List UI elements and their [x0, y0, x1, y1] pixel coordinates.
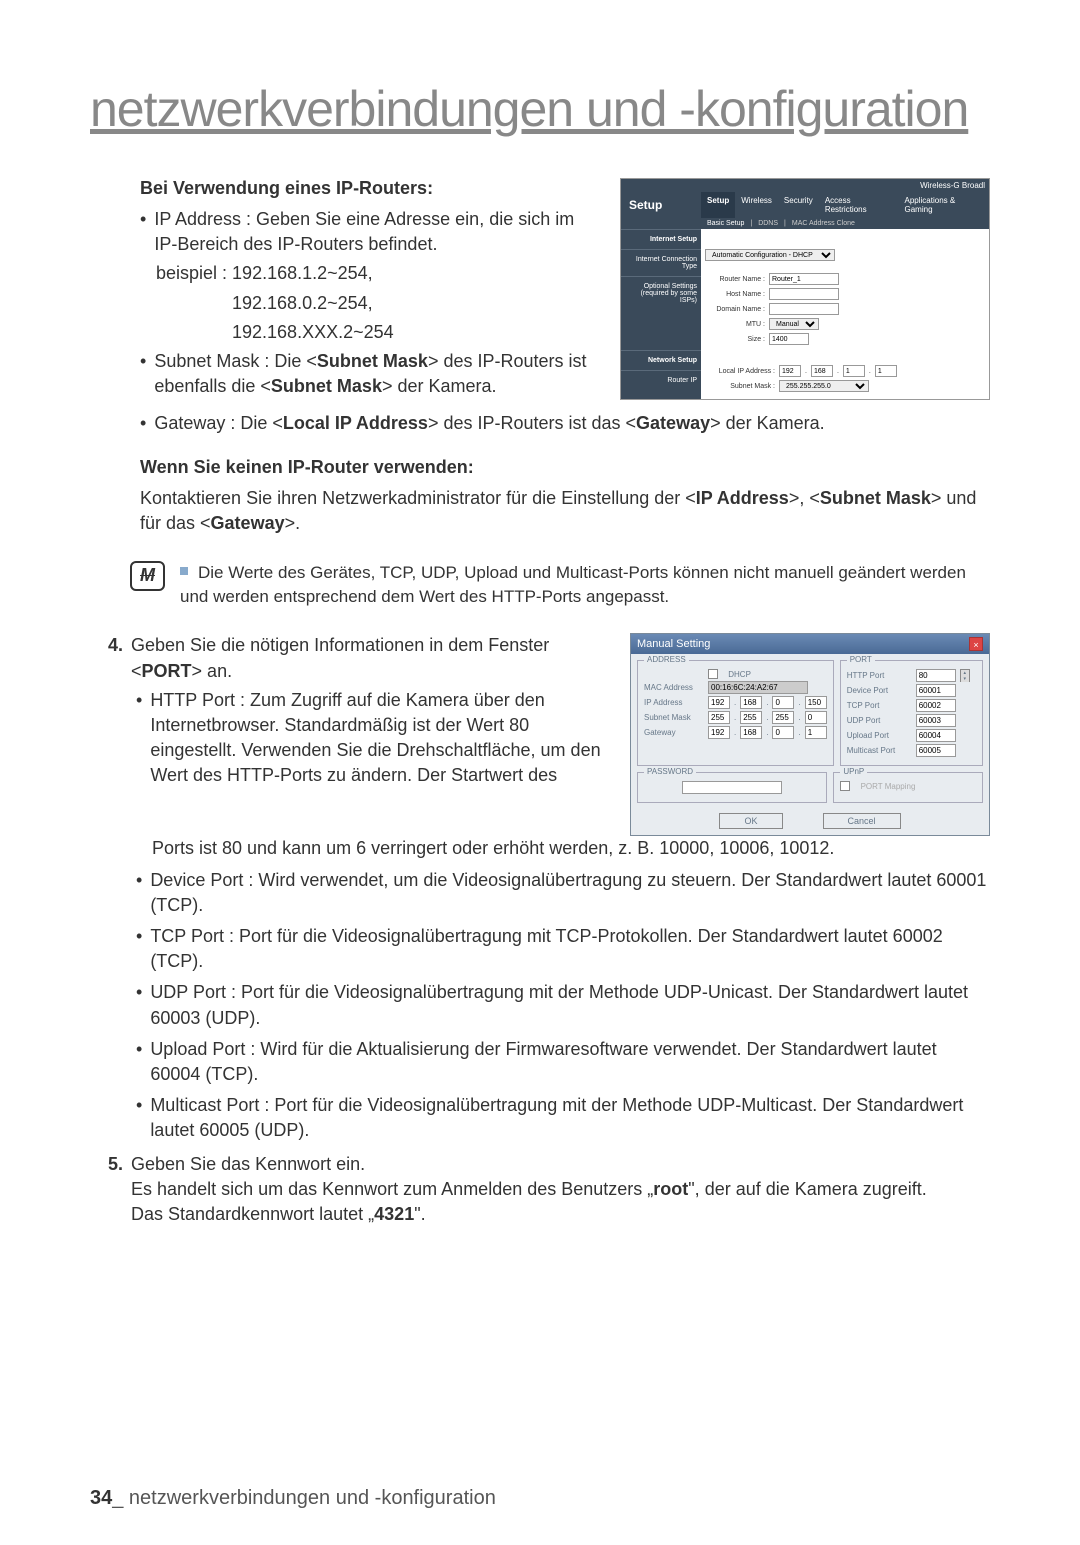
- ip-example-2: 192.168.0.2~254,: [140, 291, 600, 316]
- subnet-select[interactable]: 255.255.255.0: [779, 380, 869, 392]
- http-port-cont: Ports ist 80 und kann um 6 verringert od…: [90, 836, 990, 861]
- ip-example-1: beispiel : 192.168.1.2~254,: [140, 261, 600, 286]
- device-port-text: Device Port : Wird verwendet, um die Vid…: [150, 868, 990, 918]
- tcp-port-text: TCP Port : Port für die Videosignalübert…: [150, 924, 990, 974]
- router-setup-label: Setup: [621, 192, 701, 229]
- section1-heading: Bei Verwendung eines IP-Routers:: [140, 178, 600, 199]
- bullet-icon: •: [136, 1037, 142, 1087]
- bullet-icon: •: [136, 688, 142, 789]
- note-icon: M: [130, 561, 165, 591]
- upnp-checkbox[interactable]: [840, 781, 850, 791]
- http-port-spinner[interactable]: ▴▾: [960, 669, 970, 682]
- bullet-icon: •: [140, 207, 146, 257]
- router-screenshot: Wireless-G Broadl Setup Setup Wireless S…: [620, 178, 990, 400]
- host-name-input[interactable]: [769, 288, 839, 300]
- gateway-text: Gateway : Die <Local IP Address> des IP-…: [154, 411, 990, 436]
- router-brand: Wireless-G Broadl: [621, 179, 989, 192]
- upload-port-text: Upload Port : Wird für die Aktualisierun…: [150, 1037, 990, 1087]
- close-icon[interactable]: ×: [969, 637, 983, 651]
- subnet-text: Subnet Mask : Die <Subnet Mask> des IP-R…: [154, 349, 600, 399]
- mtu-size-input[interactable]: [769, 333, 809, 345]
- udp-port-text: UDP Port : Port für die Videosignalübert…: [150, 980, 990, 1030]
- mac-input[interactable]: [708, 681, 808, 694]
- router-subtabs: Basic Setup | DDNS | MAC Address Clone: [701, 218, 989, 229]
- step-5-number: 5.: [108, 1152, 123, 1228]
- multicast-port-text: Multicast Port : Port für die Videosigna…: [150, 1093, 990, 1143]
- dhcp-checkbox[interactable]: [708, 669, 718, 679]
- router-name-input[interactable]: [769, 273, 839, 285]
- dialog-title: Manual Setting: [637, 638, 710, 650]
- router-tabs: Setup Wireless Security Access Restricti…: [701, 192, 989, 218]
- bullet-icon: •: [136, 868, 142, 918]
- step5-text: Geben Sie das Kennwort ein. Es handelt s…: [131, 1152, 927, 1228]
- bullet-icon: •: [136, 980, 142, 1030]
- page-footer: 34_ netzwerkverbindungen und -konfigurat…: [90, 1487, 496, 1510]
- manual-setting-dialog: Manual Setting × ADDRESS DHCP MAC Addres…: [630, 633, 990, 836]
- cancel-button[interactable]: Cancel: [823, 813, 901, 829]
- ict-select[interactable]: Automatic Configuration - DHCP: [705, 249, 835, 261]
- http-port-text: HTTP Port : Zum Zugriff auf die Kamera ü…: [150, 688, 610, 789]
- bullet-icon: •: [136, 924, 142, 974]
- note-text: Die Werte des Gerätes, TCP, UDP, Upload …: [180, 561, 990, 609]
- step-4-number: 4.: [108, 633, 123, 683]
- section2-text: Kontaktieren Sie ihren Netzwerkadministr…: [140, 486, 990, 536]
- step4-intro: Geben Sie die nötigen Informationen in d…: [131, 633, 610, 683]
- ip-example-3: 192.168.XXX.2~254: [140, 320, 600, 345]
- section2-heading: Wenn Sie keinen IP-Router verwenden:: [140, 457, 990, 478]
- mtu-select[interactable]: Manual: [769, 318, 819, 330]
- bullet-icon: •: [136, 1093, 142, 1143]
- bullet-icon: •: [140, 349, 146, 399]
- domain-name-input[interactable]: [769, 303, 839, 315]
- password-input[interactable]: [682, 781, 782, 794]
- page-title: netzwerkverbindungen und -konfiguration: [90, 80, 990, 138]
- bullet-icon: •: [140, 411, 146, 436]
- ip-address-text: IP Address : Geben Sie eine Adresse ein,…: [154, 207, 600, 257]
- ok-button[interactable]: OK: [719, 813, 782, 829]
